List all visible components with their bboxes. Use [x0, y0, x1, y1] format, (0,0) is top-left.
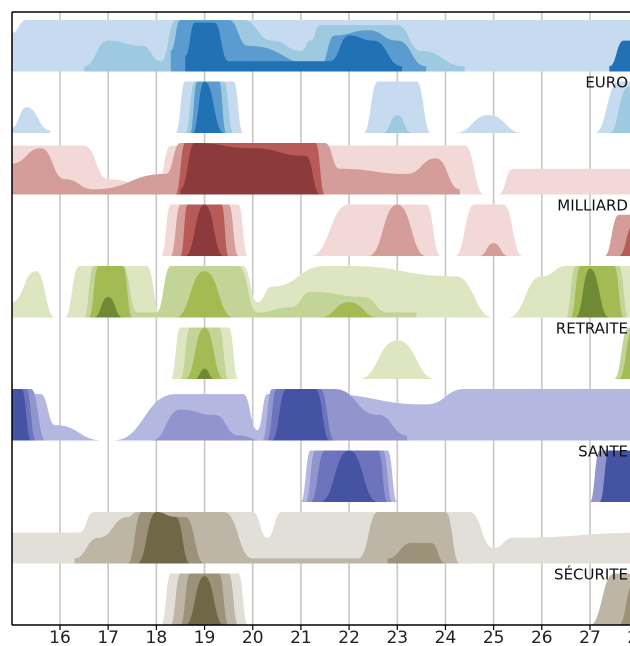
band-milliard-row1-4 — [498, 168, 630, 195]
band-retraite-row1-5 — [320, 302, 378, 318]
band-retraite-row1-6 — [93, 296, 123, 318]
x-tick-label-17: 17 — [97, 628, 119, 646]
horizon-bands — [12, 19, 630, 625]
band-milliard-row2-5 — [368, 204, 427, 256]
row-label-3: RETRAITE — [556, 320, 628, 338]
x-tick-label-28: 28 — [627, 628, 630, 646]
band-sante-row1-4 — [541, 425, 630, 441]
band-retraite-row1-3 — [88, 266, 133, 318]
band-milliard-row1-3 — [180, 143, 321, 195]
band-sécurite-row1-3 — [387, 542, 446, 564]
x-tick-label-16: 16 — [49, 628, 71, 646]
band-retraite-row1-2 — [84, 266, 417, 318]
x-tick-label-27: 27 — [579, 628, 601, 646]
row-label-4: SANTE — [578, 443, 628, 461]
x-tick-label-24: 24 — [435, 628, 457, 646]
band-milliard-row2-3 — [185, 204, 224, 256]
band-retraite-row2-4 — [358, 340, 436, 379]
x-tick-label-25: 25 — [483, 628, 505, 646]
band-euro-row2-7 — [455, 115, 523, 133]
band-milliard-row2-4 — [310, 204, 441, 256]
band-retraite-row1-4 — [175, 271, 234, 318]
gridlines — [59, 12, 591, 625]
band-euro-row1-4 — [609, 40, 630, 72]
row-labels: EURO MILLIARD RETRAITE SANTE SÉCURITE — [554, 74, 628, 584]
x-tick-label-19: 19 — [194, 628, 216, 646]
band-euro-row1-3 — [185, 22, 403, 72]
band-euro-row2-5 — [363, 81, 431, 133]
row-label-1: EURO — [585, 74, 628, 92]
band-retraite-row2-6 — [618, 332, 630, 380]
band-milliard-row2-9 — [618, 228, 630, 256]
band-euro-row2-0 — [12, 107, 51, 133]
x-axis: 16 17 18 19 20 21 22 23 24 25 26 27 28 — [11, 11, 630, 646]
band-retraite-row1-10 — [575, 268, 610, 318]
band-euro-row2-6 — [382, 115, 412, 133]
band-retraite-row2-2 — [185, 327, 224, 379]
band-euro-row2-4 — [192, 81, 224, 133]
band-milliard-row2-6 — [455, 204, 523, 256]
x-tick-label-23: 23 — [386, 628, 408, 646]
band-sante-row2-5 — [599, 450, 630, 502]
band-retraite-row1-0 — [12, 271, 56, 318]
band-sante-row2-3 — [320, 450, 378, 502]
band-sécurite-row2-4 — [590, 573, 630, 625]
x-tick-label-21: 21 — [290, 628, 312, 646]
band-retraite-row2-3 — [194, 368, 215, 379]
band-sécurite-row1-4 — [137, 512, 191, 564]
x-tick-label-18: 18 — [146, 628, 168, 646]
band-milliard-row2-8 — [604, 214, 630, 256]
x-tick-label-26: 26 — [531, 628, 553, 646]
band-sante-row1-3 — [12, 389, 330, 441]
x-tick-label-20: 20 — [242, 628, 264, 646]
band-sécurite-row2-5 — [618, 587, 630, 625]
row-label-2: MILLIARD — [557, 197, 628, 215]
band-euro-row2-9 — [609, 86, 630, 133]
x-tick-label-22: 22 — [338, 628, 360, 646]
band-milliard-row2-7 — [479, 243, 509, 256]
band-sécurite-row2-3 — [185, 576, 224, 625]
row-label-5: SÉCURITE — [554, 565, 628, 584]
